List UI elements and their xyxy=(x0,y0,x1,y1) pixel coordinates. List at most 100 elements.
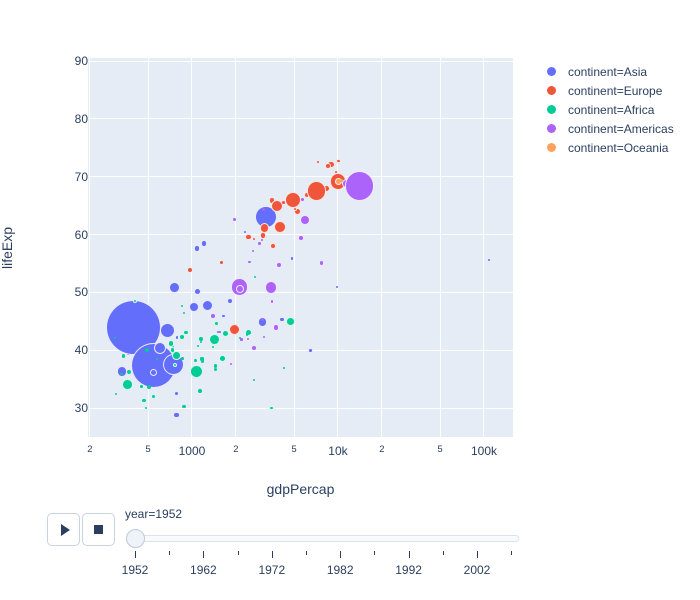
data-point[interactable] xyxy=(182,404,186,409)
data-point[interactable] xyxy=(172,411,180,419)
data-point[interactable] xyxy=(264,281,278,295)
data-point[interactable] xyxy=(182,311,185,314)
legend-item[interactable]: continent=Africa xyxy=(540,100,674,119)
data-point[interactable] xyxy=(145,407,148,410)
data-point[interactable] xyxy=(200,239,208,247)
data-point[interactable] xyxy=(299,215,310,225)
data-point[interactable] xyxy=(258,241,261,245)
data-point[interactable] xyxy=(281,200,285,204)
data-point[interactable] xyxy=(132,299,138,304)
data-point[interactable] xyxy=(197,345,200,348)
data-point[interactable] xyxy=(229,323,241,335)
data-point[interactable] xyxy=(283,366,286,369)
data-point[interactable] xyxy=(228,362,233,367)
data-point[interactable] xyxy=(269,243,276,250)
data-point[interactable] xyxy=(175,336,178,339)
year-slider-handle[interactable] xyxy=(126,529,145,548)
data-point[interactable] xyxy=(217,330,220,333)
data-point[interactable] xyxy=(306,181,327,201)
data-point[interactable] xyxy=(114,392,117,395)
data-point[interactable] xyxy=(292,206,298,212)
data-point[interactable] xyxy=(171,346,175,349)
data-point[interactable] xyxy=(270,199,284,213)
legend-item[interactable]: continent=Oceania xyxy=(540,138,674,157)
data-point[interactable] xyxy=(269,299,274,304)
data-point[interactable] xyxy=(214,321,219,326)
stop-button[interactable] xyxy=(82,513,115,546)
data-point[interactable] xyxy=(344,171,374,201)
data-point[interactable] xyxy=(145,348,149,353)
data-point[interactable] xyxy=(116,366,128,377)
data-point[interactable] xyxy=(171,351,181,360)
data-point[interactable] xyxy=(245,328,253,336)
data-point[interactable] xyxy=(261,317,265,322)
data-point[interactable] xyxy=(114,337,117,340)
data-point[interactable] xyxy=(488,258,491,261)
data-point[interactable] xyxy=(286,316,295,326)
data-point[interactable] xyxy=(200,359,205,364)
data-point[interactable] xyxy=(254,275,257,278)
data-point[interactable] xyxy=(181,357,184,360)
data-point[interactable] xyxy=(318,260,325,266)
data-point[interactable] xyxy=(274,221,287,233)
data-point[interactable] xyxy=(121,354,126,358)
data-point[interactable] xyxy=(120,372,123,376)
data-point[interactable] xyxy=(275,262,282,269)
data-point[interactable] xyxy=(272,324,280,331)
data-point[interactable] xyxy=(261,207,266,212)
data-point[interactable] xyxy=(252,238,255,241)
data-point[interactable] xyxy=(236,284,245,293)
data-point[interactable] xyxy=(238,337,241,340)
data-point[interactable] xyxy=(193,245,201,252)
data-point[interactable] xyxy=(336,158,341,164)
data-point[interactable] xyxy=(160,323,176,339)
data-point[interactable] xyxy=(298,235,304,241)
year-slider-rail[interactable] xyxy=(127,535,519,542)
data-point[interactable] xyxy=(208,333,220,345)
data-point[interactable] xyxy=(252,249,255,252)
data-point[interactable] xyxy=(316,161,319,164)
data-point[interactable] xyxy=(293,207,301,215)
data-point[interactable] xyxy=(246,333,249,336)
data-point[interactable] xyxy=(198,388,202,393)
data-point[interactable] xyxy=(324,162,331,169)
data-point[interactable] xyxy=(259,223,270,233)
data-point[interactable] xyxy=(336,286,339,289)
data-point[interactable] xyxy=(334,178,342,186)
legend-item[interactable]: continent=Americas xyxy=(540,119,674,138)
data-point[interactable] xyxy=(221,313,226,319)
data-point[interactable] xyxy=(188,301,200,313)
data-point[interactable] xyxy=(139,384,144,389)
data-point[interactable] xyxy=(194,359,198,363)
data-point[interactable] xyxy=(269,405,275,411)
data-point[interactable] xyxy=(261,238,264,241)
data-point[interactable] xyxy=(180,305,183,308)
data-point[interactable] xyxy=(183,329,189,336)
data-point[interactable] xyxy=(169,347,176,354)
data-point[interactable] xyxy=(141,397,147,404)
data-point[interactable] xyxy=(245,233,252,240)
data-point[interactable] xyxy=(193,288,201,296)
data-point[interactable] xyxy=(339,178,344,182)
legend-item[interactable]: continent=Asia xyxy=(540,62,674,81)
data-point[interactable] xyxy=(240,337,244,341)
data-point[interactable] xyxy=(150,394,156,399)
data-point[interactable] xyxy=(211,314,216,318)
data-point[interactable] xyxy=(168,281,180,293)
data-point[interactable] xyxy=(149,368,158,376)
data-point[interactable] xyxy=(154,341,167,354)
data-point[interactable] xyxy=(210,345,215,350)
data-point[interactable] xyxy=(220,260,224,264)
data-point[interactable] xyxy=(232,218,236,221)
data-point[interactable] xyxy=(285,192,302,209)
legend-item[interactable]: continent=Europe xyxy=(540,81,674,100)
data-point[interactable] xyxy=(221,329,229,338)
data-point[interactable] xyxy=(201,299,213,311)
data-point[interactable] xyxy=(172,363,177,368)
data-point[interactable] xyxy=(262,335,266,339)
data-point[interactable] xyxy=(199,341,202,344)
data-point[interactable] xyxy=(173,391,179,397)
data-point[interactable] xyxy=(167,339,175,347)
data-point[interactable] xyxy=(179,333,185,340)
play-button[interactable] xyxy=(47,513,80,546)
